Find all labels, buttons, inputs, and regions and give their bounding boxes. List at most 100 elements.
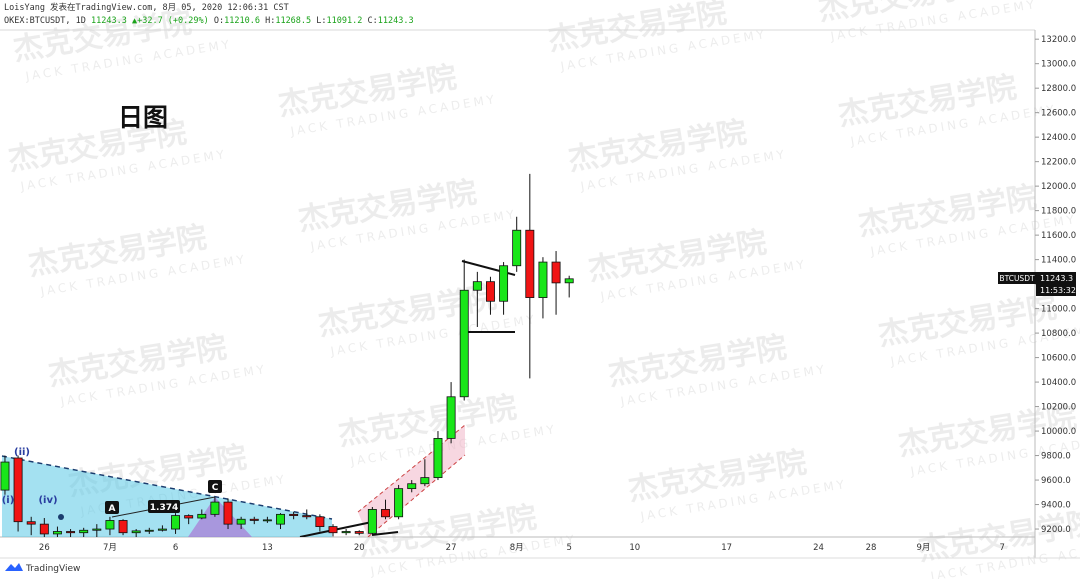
x-tick-label: 20 xyxy=(354,543,365,553)
x-tick-label: 6 xyxy=(173,543,178,553)
candle-body xyxy=(0,461,10,491)
x-tick-label: 10 xyxy=(629,543,640,553)
candle-body xyxy=(144,529,154,532)
trend-line xyxy=(1,455,333,520)
support-line xyxy=(371,531,399,536)
candle-body xyxy=(459,289,469,398)
candle-body xyxy=(499,265,509,302)
candle-body xyxy=(249,518,259,521)
candle-body xyxy=(485,281,495,302)
y-tick-label: 12000.0 xyxy=(1041,182,1076,192)
candle-body xyxy=(131,530,141,534)
y-tick-label: 13000.0 xyxy=(1041,60,1076,70)
x-tick-label: 13 xyxy=(262,543,273,553)
x-tick-label: 9月 xyxy=(917,543,931,553)
candle-body xyxy=(328,526,338,534)
y-tick-label: 12600.0 xyxy=(1041,109,1076,119)
x-tick-label: 26 xyxy=(39,543,50,553)
symbol-name: BTCUSDT xyxy=(999,274,1035,283)
header-c-label: C: xyxy=(367,16,377,26)
x-tick-label: 17 xyxy=(721,543,732,553)
wave-label: (i) xyxy=(2,495,15,506)
candle-body xyxy=(26,521,36,525)
candle-body xyxy=(341,531,351,534)
candle-body xyxy=(52,531,62,535)
candle-body xyxy=(446,396,456,439)
candle-body xyxy=(302,515,312,518)
wave-label: (ii) xyxy=(14,447,30,458)
candle-body xyxy=(262,519,272,522)
brand-logo xyxy=(5,563,23,571)
candle-body xyxy=(433,438,443,479)
y-tick-label: 9800.0 xyxy=(1041,452,1071,462)
point-label: C xyxy=(212,483,219,493)
header-change: +32.7 (+0.29%) xyxy=(137,16,209,26)
candle-body xyxy=(367,509,377,534)
triangle-zone xyxy=(2,456,332,537)
channel-top xyxy=(357,424,466,513)
candle-body xyxy=(171,515,181,530)
header-arrow: ▲ xyxy=(132,16,138,26)
x-tick-label: 5 xyxy=(566,543,571,553)
header-h-label: H: xyxy=(265,16,275,26)
candle-body xyxy=(381,509,390,518)
chart-title: 日图 xyxy=(118,103,168,132)
x-tick-label: 24 xyxy=(813,543,824,553)
candle-body xyxy=(197,513,207,519)
candle-body xyxy=(157,528,167,531)
brand-name: TradingView xyxy=(25,564,80,574)
candle-body xyxy=(118,520,128,534)
header-high: 11268.5 xyxy=(275,16,311,26)
y-tick-label: 12200.0 xyxy=(1041,158,1076,168)
y-tick-label: 10200.0 xyxy=(1041,403,1076,413)
y-tick-label: 11400.0 xyxy=(1041,256,1076,266)
candle-body xyxy=(551,261,561,284)
candle-body xyxy=(407,483,417,490)
candle-body xyxy=(564,278,574,284)
candle-body xyxy=(315,516,325,527)
candle-body xyxy=(472,281,482,291)
point-label: A xyxy=(109,504,116,514)
candle-body xyxy=(525,229,535,298)
candle-body xyxy=(354,531,364,534)
last-price-tag xyxy=(1036,272,1076,284)
y-tick-label: 11600.0 xyxy=(1041,231,1076,241)
candle-body xyxy=(79,529,89,534)
countdown-tag xyxy=(1036,284,1076,296)
x-tick-label: 8月 xyxy=(510,543,524,553)
ratio-label: 1.374 xyxy=(150,503,178,513)
candles xyxy=(0,173,574,537)
x-tick-label: 27 xyxy=(446,543,457,553)
label-box xyxy=(105,501,119,514)
header-low: 11091.2 xyxy=(327,16,363,26)
channel-bottom xyxy=(367,454,466,537)
brand[interactable]: TradingView xyxy=(5,563,80,574)
x-tick-label: 7月 xyxy=(103,543,117,553)
wave-dot xyxy=(58,514,64,520)
header-l-label: L: xyxy=(316,16,326,26)
y-tick-label: 10400.0 xyxy=(1041,378,1076,388)
y-tick-label: 10000.0 xyxy=(1041,427,1076,437)
y-tick-label: 11000.0 xyxy=(1041,305,1076,315)
header-close: 11243.3 xyxy=(378,16,414,26)
y-tick-label: 11800.0 xyxy=(1041,207,1076,217)
y-tick-label: 9200.0 xyxy=(1041,525,1071,535)
y-tick-label: 9400.0 xyxy=(1041,501,1071,511)
y-tick-label: 10600.0 xyxy=(1041,354,1076,364)
candle-body xyxy=(223,501,233,525)
candle-body xyxy=(289,513,299,516)
header-ohlc: OKEX:BTCUSDT, 1D 11243.3 ▲+32.7 (+0.29%)… xyxy=(4,16,414,26)
x-tick-label: 28 xyxy=(866,543,877,553)
wave-label: (iv) xyxy=(38,495,57,506)
candle-body xyxy=(236,518,246,525)
y-tick-label: 10800.0 xyxy=(1041,329,1076,339)
y-tick-label: 13200.0 xyxy=(1041,35,1076,45)
y-tick-label: 12400.0 xyxy=(1041,133,1076,143)
header-o-label: O: xyxy=(214,16,224,26)
candle-body xyxy=(92,528,102,531)
header-open: 11210.6 xyxy=(224,16,260,26)
candle-body xyxy=(210,501,220,515)
candle-body xyxy=(512,229,522,267)
y-tick-label: 12800.0 xyxy=(1041,84,1076,94)
candle-body xyxy=(420,477,430,485)
